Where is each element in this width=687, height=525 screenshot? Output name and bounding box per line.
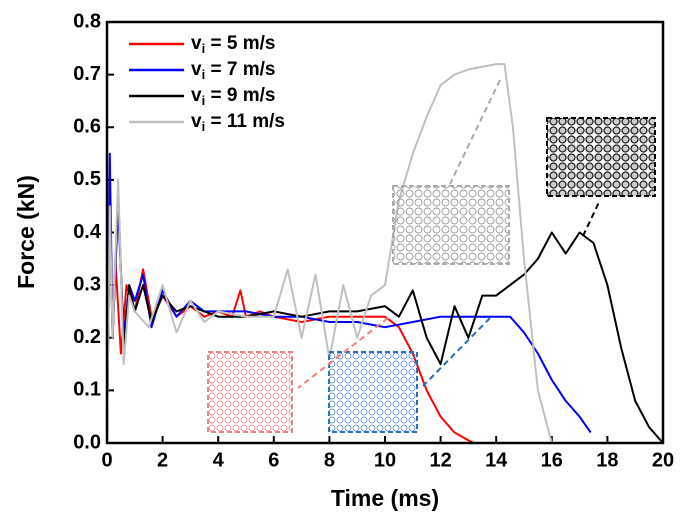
x-tick-label: 10 bbox=[374, 449, 396, 471]
x-tick-label: 6 bbox=[268, 449, 279, 471]
y-tick-label: 0.6 bbox=[73, 116, 101, 138]
y-tick-label: 0.2 bbox=[73, 326, 101, 348]
x-axis-label: Time (ms) bbox=[331, 485, 439, 511]
data-line bbox=[106, 189, 664, 444]
legend-label: vi = 9 m/s bbox=[191, 85, 275, 108]
inset-9 bbox=[546, 117, 656, 197]
x-tick-label: 12 bbox=[429, 449, 451, 471]
insets bbox=[207, 79, 656, 433]
x-tick-label: 8 bbox=[324, 449, 335, 471]
x-tick-label: 20 bbox=[652, 449, 674, 471]
y-tick-label: 0.0 bbox=[73, 431, 101, 453]
y-axis-label: Force (kN) bbox=[13, 175, 39, 289]
plot-frame bbox=[105, 20, 665, 445]
legend-label: vi = 5 m/s bbox=[191, 33, 275, 56]
inset-5 bbox=[207, 351, 293, 433]
arrow bbox=[422, 317, 491, 387]
y-tick-label: 0.1 bbox=[73, 379, 101, 401]
arrow bbox=[297, 317, 389, 389]
y-tick-label: 0.5 bbox=[73, 168, 101, 190]
y-tick-label: 0.3 bbox=[73, 273, 101, 295]
x-tick-label: 14 bbox=[485, 449, 508, 471]
arrow bbox=[449, 79, 501, 185]
y-tick-label: 0.8 bbox=[73, 10, 101, 32]
inset-11 bbox=[392, 185, 510, 265]
y-tick-label: 0.4 bbox=[73, 221, 102, 243]
x-tick-label: 0 bbox=[101, 449, 112, 471]
x-tick-label: 16 bbox=[541, 449, 563, 471]
y-tick-label: 0.7 bbox=[73, 63, 101, 85]
data-line bbox=[106, 63, 553, 444]
legend-label: vi = 7 m/s bbox=[191, 59, 275, 82]
x-tick-label: 2 bbox=[157, 449, 168, 471]
x-tick-label: 18 bbox=[596, 449, 618, 471]
x-tick-label: 4 bbox=[213, 449, 225, 471]
inset-7 bbox=[328, 351, 418, 433]
arrow bbox=[582, 199, 601, 237]
legend-label: vi = 11 m/s bbox=[191, 111, 285, 134]
